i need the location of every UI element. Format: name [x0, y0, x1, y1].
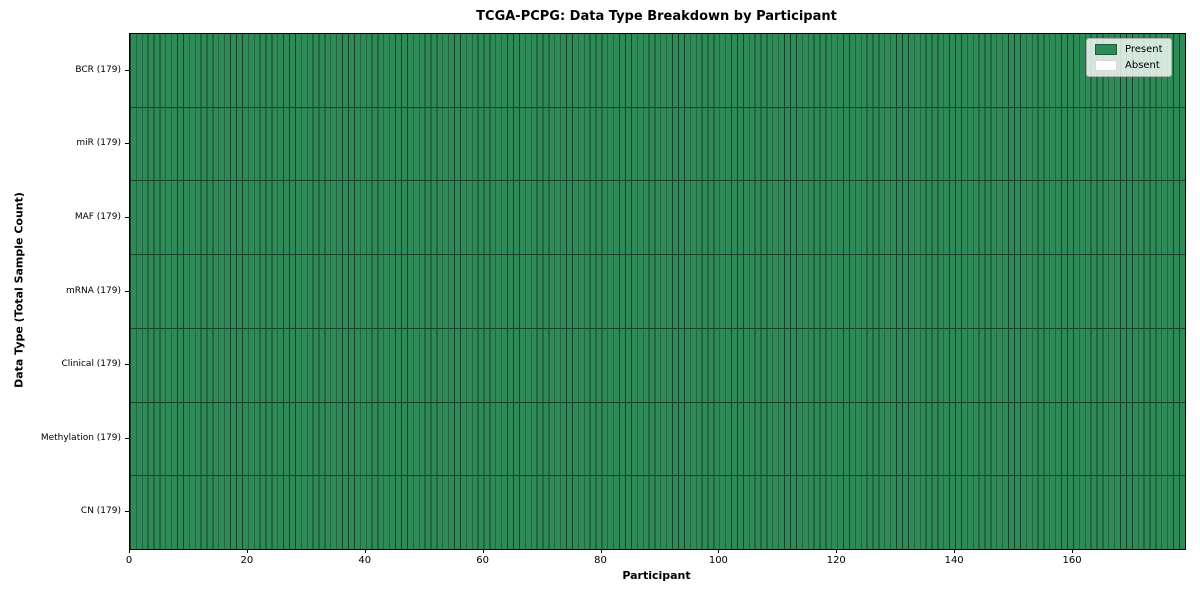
legend-label-absent: Absent: [1125, 60, 1160, 71]
x-tick-label: 160: [1062, 555, 1082, 566]
x-tick-mark: [482, 549, 484, 553]
x-tick-mark: [364, 549, 366, 553]
y-tick-label: Clinical (179): [61, 359, 121, 370]
legend-entry-present: Present: [1095, 44, 1163, 55]
y-tick-mark: [125, 437, 129, 439]
heatmap-row-mRNA: [130, 254, 1185, 328]
legend-box: Present Absent: [1086, 38, 1172, 77]
x-tick-mark: [246, 549, 248, 553]
x-axis-label: Participant: [622, 569, 691, 582]
x-tick-mark: [600, 549, 602, 553]
present-swatch: [1095, 44, 1117, 55]
x-tick-label: 60: [476, 555, 489, 566]
plot-area: [129, 33, 1186, 550]
y-tick-mark: [125, 290, 129, 292]
y-tick-mark: [125, 364, 129, 366]
heatmap-row-fill: [130, 328, 1185, 402]
heatmap-row-fill: [130, 34, 1185, 107]
y-tick-mark: [125, 511, 129, 513]
x-tick-mark: [1072, 549, 1074, 553]
x-tick-label: 120: [826, 555, 846, 566]
y-tick-mark: [125, 143, 129, 145]
x-tick-label: 0: [125, 555, 133, 566]
heatmap-row-fill: [130, 181, 1185, 255]
heatmap-row-MAF: [130, 180, 1185, 255]
x-tick-label: 140: [944, 555, 964, 566]
x-tick-mark: [718, 549, 720, 553]
x-tick-mark: [954, 549, 956, 553]
heatmap-row-fill: [130, 107, 1185, 181]
y-tick-label: MAF (179): [74, 211, 121, 222]
heatmap-row-BCR: [130, 34, 1185, 107]
heatmap-row-fill: [130, 255, 1185, 328]
x-tick-mark: [836, 549, 838, 553]
y-tick-label: miR (179): [76, 138, 121, 149]
x-tick-mark: [129, 549, 130, 553]
x-tick-label: 100: [708, 555, 728, 566]
y-tick-label: BCR (179): [75, 64, 121, 75]
x-tick-label: 40: [358, 555, 372, 566]
absent-swatch: [1095, 60, 1117, 71]
x-axis-ticks: 0 20 40 60 80 100 120 140 160: [125, 549, 1184, 573]
y-tick-label: mRNA (179): [66, 285, 121, 296]
heatmap-row-Methylation: [130, 401, 1185, 476]
heatmap-row-CN: [130, 475, 1185, 550]
legend-entry-absent: Absent: [1095, 60, 1163, 71]
y-tick-mark: [125, 69, 129, 71]
x-tick-label: 20: [240, 555, 254, 566]
y-tick-label: CN (179): [80, 506, 121, 517]
y-tick-label: Methylation (179): [40, 432, 121, 443]
legend-label-present: Present: [1125, 44, 1163, 55]
y-tick-mark: [125, 216, 129, 218]
x-tick-label: 80: [594, 555, 607, 566]
heatmap-row-fill: [130, 476, 1185, 550]
heatmap-row-fill: [130, 402, 1185, 476]
heatmap-row-Clinical: [130, 327, 1185, 402]
y-axis-ticks: BCR (179) miR (179) MAF (179) mRNA (179) Cli…: [0, 33, 129, 548]
heatmap-row-miR: [130, 106, 1185, 181]
chart-title: TCGA-PCPG: Data Type Breakdown by Partic…: [476, 9, 837, 24]
